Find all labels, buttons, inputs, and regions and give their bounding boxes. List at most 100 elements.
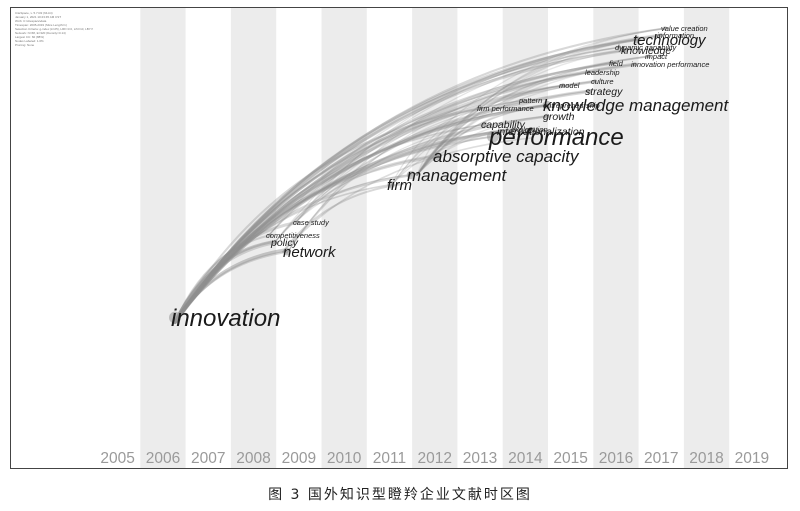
keyword-label: model [559, 81, 580, 90]
keyword-label: technology [633, 32, 707, 49]
metadata-line: Nodes Labeled: 1.0% [15, 39, 44, 43]
keyword-node [295, 220, 299, 225]
link-line [286, 99, 524, 254]
keyword-node [482, 121, 488, 127]
keyword-label: firm [387, 177, 412, 194]
keyword-label: pattern [518, 96, 542, 105]
link-line [269, 130, 502, 235]
link-line [282, 183, 404, 253]
keyword-label: knowledge [621, 45, 671, 57]
link-line [173, 84, 565, 324]
link-line [174, 46, 620, 323]
link-line [416, 34, 662, 176]
metadata-line: Network: N=68, E=320 (Density=0.14) [15, 31, 66, 35]
timezone-map-frame: innovation network policy competitiveness ca… [10, 7, 788, 469]
link-line [174, 183, 392, 323]
metadata-line: CiteSpace, v. 5.7.R2 (64-bit) [15, 11, 53, 15]
link-line [173, 62, 615, 324]
keyword-label: policy [270, 237, 299, 249]
link-line [173, 103, 549, 324]
link-line [390, 107, 482, 187]
link-line [296, 104, 548, 222]
link-line [416, 107, 482, 176]
link-line [173, 220, 299, 324]
link-line [274, 128, 516, 243]
keyword-label: innovation performance [631, 60, 709, 69]
keyword-label: performance [488, 124, 624, 151]
link-line [173, 250, 289, 324]
link-line [390, 55, 650, 187]
link-line [174, 99, 524, 323]
year-label: 2017 [644, 450, 678, 467]
keyword-node [633, 62, 637, 67]
link-line [296, 174, 412, 222]
link-line [173, 89, 591, 324]
link-line [173, 48, 627, 324]
year-label: 2013 [463, 450, 497, 467]
keyword-node [487, 130, 499, 143]
link-line [173, 240, 273, 324]
link-line [286, 71, 590, 254]
year-label: 2019 [735, 450, 769, 467]
year-label: 2008 [236, 450, 270, 467]
link-line [173, 55, 651, 324]
keyword-node [544, 113, 550, 119]
year-label: 2018 [689, 450, 723, 467]
keyword-node [622, 47, 628, 53]
year-label: 2005 [100, 450, 134, 467]
figure-caption: 图 3 国外知识型瞪羚企业文献时区图 [268, 487, 532, 503]
link-line [416, 84, 564, 176]
year-label: 2006 [146, 450, 180, 467]
keyword-label: capability [481, 119, 526, 131]
keyword-node [387, 181, 395, 189]
link-line [416, 123, 486, 176]
link-line [173, 248, 288, 324]
keyword-label: case study [293, 218, 330, 227]
link-line [274, 63, 636, 243]
link-line [416, 104, 548, 176]
metadata-line: WoS: C:\citespace\data [15, 19, 47, 23]
keyword-node [521, 98, 525, 103]
keyword-node [617, 45, 621, 50]
link-line [416, 104, 548, 176]
metadata-line: Largest CC: 60 (88%) [15, 35, 45, 39]
link-line [173, 79, 597, 324]
year-stripe [321, 8, 367, 468]
year-axis-labels: 2005 2006 2007 2008 2009 2010 2011 2012 2013 2014… [100, 450, 769, 467]
link-line [174, 71, 590, 323]
keyword-node [633, 36, 641, 44]
keyword-node [498, 128, 504, 134]
metadata-line: Pruning: None [15, 43, 35, 47]
keyword-node [561, 83, 565, 88]
year-stripe [230, 8, 277, 468]
link-line [173, 38, 639, 324]
link-line [282, 137, 532, 253]
metadata-line: Timespan: 2005-2019 (Slice Length=1) [15, 23, 67, 27]
keyword-node [542, 100, 552, 110]
keyword-label: strategy [585, 86, 623, 98]
link-line [274, 155, 438, 243]
keyword-label: knowledge management [543, 96, 730, 115]
link-line [173, 115, 549, 324]
metadata-line: Selection Criteria: g-index (k=25), LRF=… [15, 27, 93, 31]
keyword-label: value creation [661, 24, 708, 33]
year-stripe [412, 8, 458, 468]
keyword-label: growth [543, 111, 575, 123]
link-line [173, 135, 495, 324]
link-line [173, 103, 549, 324]
keyword-node [611, 61, 615, 66]
link-line [173, 173, 413, 324]
keyword-node [586, 88, 592, 94]
year-label: 2015 [553, 450, 587, 467]
keyword-node [587, 70, 591, 75]
keyword-node [272, 239, 278, 245]
year-label: 2014 [508, 450, 543, 467]
link-line [416, 27, 666, 176]
keyword-label: leadership [585, 68, 620, 77]
keyword-label: exploration [511, 125, 548, 134]
link-line [416, 39, 638, 176]
link-line [173, 127, 517, 324]
software-metadata: CiteSpace, v. 5.7.R2 (64-bit) January 1, … [15, 11, 93, 47]
